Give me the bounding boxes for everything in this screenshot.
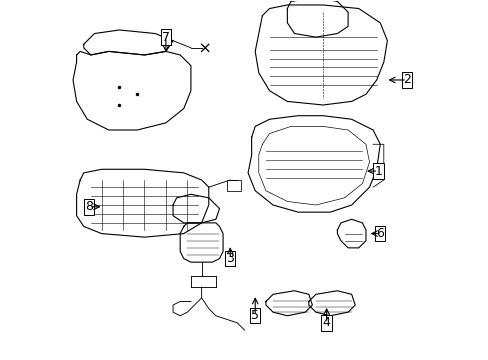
Text: 8: 8: [85, 200, 93, 213]
Text: 6: 6: [376, 227, 384, 240]
Text: 1: 1: [374, 165, 382, 177]
Bar: [226, 180, 241, 191]
Text: 5: 5: [251, 309, 259, 322]
Text: 4: 4: [322, 316, 330, 329]
Text: 2: 2: [402, 73, 410, 86]
Text: 3: 3: [226, 252, 234, 265]
Text: 7: 7: [162, 31, 169, 44]
